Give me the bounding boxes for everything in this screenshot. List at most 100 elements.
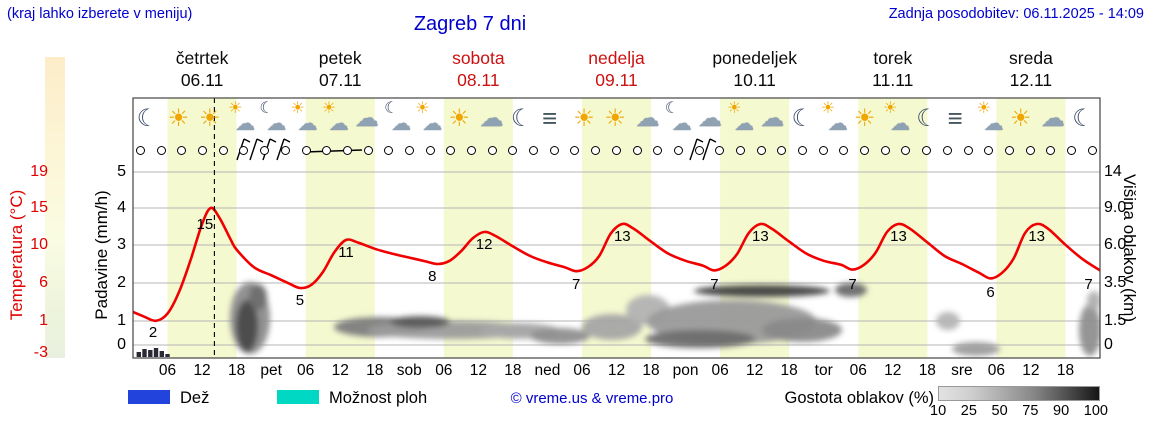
cloud-cover-circle (239, 146, 249, 155)
cloud-cover-circle (777, 146, 787, 155)
cloud-icon: ☁ (760, 105, 785, 132)
day-name: nedelja (588, 48, 645, 68)
cloud-cover-circle (177, 146, 187, 155)
plot-frame (132, 97, 1101, 359)
moon-cloud-icon: ☾ ☁ (384, 100, 412, 135)
day-date: 06.11 (180, 69, 224, 90)
precip-tick: 5 (117, 163, 126, 180)
sun-icon: ☀ (448, 105, 470, 132)
cloud-cover-circle (611, 146, 621, 155)
cloud-tick: 9.0 (1104, 199, 1127, 216)
precip-tick: 3 (117, 236, 126, 253)
temp-value-label: 7 (572, 276, 580, 293)
rain-swatch (128, 390, 170, 404)
wind-barb (702, 138, 711, 161)
wind-barb-tick (709, 138, 717, 143)
wind-barb-tick (256, 138, 264, 143)
cloud-cover-circle (715, 146, 725, 155)
day-header-6: torek 11.11 (818, 48, 968, 92)
cloud-cover-circle (446, 146, 456, 155)
x-tick: 12 (469, 362, 487, 379)
cloud-density-ticks: 10 25 50 75 90 100 (930, 403, 1108, 419)
sun-icon: ☀ (1009, 105, 1032, 132)
density-tick: 90 (1053, 403, 1070, 419)
cloud-cover-circle (798, 146, 807, 155)
temp-tick: 6 (39, 274, 48, 291)
cloud-cover-circle (1025, 146, 1035, 155)
cloud-cover-circle (425, 146, 435, 155)
fog-icon: ≡ (542, 103, 558, 133)
wind-barb-tick (696, 138, 704, 143)
rain-label: Dež (180, 389, 210, 407)
temp-tick: -3 (33, 344, 48, 361)
x-tick: 18 (366, 362, 384, 379)
cloud-cover-circle (1066, 146, 1076, 155)
cloud-sun-icon: ☀ ☁ (976, 100, 1004, 135)
temp-value-label: 15 (197, 216, 214, 233)
cloud-cover-circle (467, 146, 476, 155)
temp-value-label: 13 (614, 228, 631, 245)
cloud-sun-icon: ☀ ☁ (820, 100, 848, 135)
cloud-icon: ☁ (1041, 105, 1066, 132)
fog-icon: ≡ (947, 103, 963, 133)
cloud-tick: 14 (1104, 163, 1122, 180)
wind-calm-line (304, 149, 363, 153)
x-tick: 06 (435, 362, 453, 379)
density-tick: 100 (1083, 403, 1108, 419)
temp-value-label: 5 (296, 292, 304, 309)
cloud-cover-circle (384, 146, 394, 155)
cloud-cover-circle (1004, 146, 1014, 155)
day-header-1: četrtek 06.11 (127, 48, 277, 92)
day-date: 11.11 (872, 69, 914, 90)
precip-tick: 1 (117, 312, 126, 329)
daytime-band (858, 98, 928, 358)
cloud-cover-circle (363, 146, 373, 155)
x-tick: 06 (987, 362, 1006, 379)
temp-tick: 15 (30, 199, 48, 216)
day-name: sobota (452, 48, 505, 68)
cloud-cover-circle (694, 146, 704, 155)
x-tick: 12 (1022, 362, 1040, 379)
cloud-cover-circle (322, 146, 332, 155)
day-name: torek (873, 48, 913, 68)
day-date: 10.11 (733, 69, 776, 90)
cloud-cover-circle (404, 146, 414, 155)
day-header-3: sobota 08.11 (403, 48, 553, 92)
x-tick: pon (672, 362, 699, 379)
x-tick: 12 (884, 362, 902, 379)
sun-icon: ☀ (853, 105, 876, 132)
day-date: 12.11 (1009, 69, 1053, 90)
sun-icon: ☀ (167, 105, 190, 132)
cloud-sun-icon: ☀ ☁ (321, 100, 349, 135)
wind-barb-tick (269, 138, 277, 143)
cloud-cover-circle (653, 146, 663, 155)
cloud-tick: 1.5 (1104, 312, 1127, 329)
moon-icon: ☾ (510, 105, 533, 132)
wind-barb-tick (283, 138, 291, 143)
density-tick: 10 (930, 403, 947, 419)
cloud-icon: ☁ (697, 105, 722, 132)
cloud-cover-row (136, 146, 1097, 155)
x-tick: 12 (193, 362, 211, 379)
credit-link[interactable]: © vreme.us & vreme.pro (510, 390, 674, 407)
cloud-cover-circle (198, 146, 208, 155)
cloud-icon: ☁ (635, 105, 660, 132)
cloud-cover-circle (880, 146, 890, 155)
precip-tick: 4 (117, 199, 126, 216)
sun-icon: ☀ (198, 105, 221, 132)
cloud-sun-icon: ☀ ☁ (290, 100, 318, 135)
sun-icon: ☀ (604, 105, 626, 132)
moon-icon: ☾ (916, 105, 938, 132)
wind-barb (249, 138, 258, 161)
wind-barb-tick (243, 138, 251, 143)
cloud-tick: 6.0 (1104, 236, 1127, 253)
cloud-cover-circle (984, 146, 994, 155)
temp-value-label: 7 (848, 276, 856, 293)
temp-value-label: 12 (476, 236, 493, 253)
cloud-cover-circle (156, 146, 166, 155)
x-tick: 18 (1056, 362, 1075, 379)
precipitation-bars (136, 348, 170, 357)
cloud-cover-circle (591, 146, 601, 155)
temp-value-label: 13 (1028, 228, 1045, 245)
